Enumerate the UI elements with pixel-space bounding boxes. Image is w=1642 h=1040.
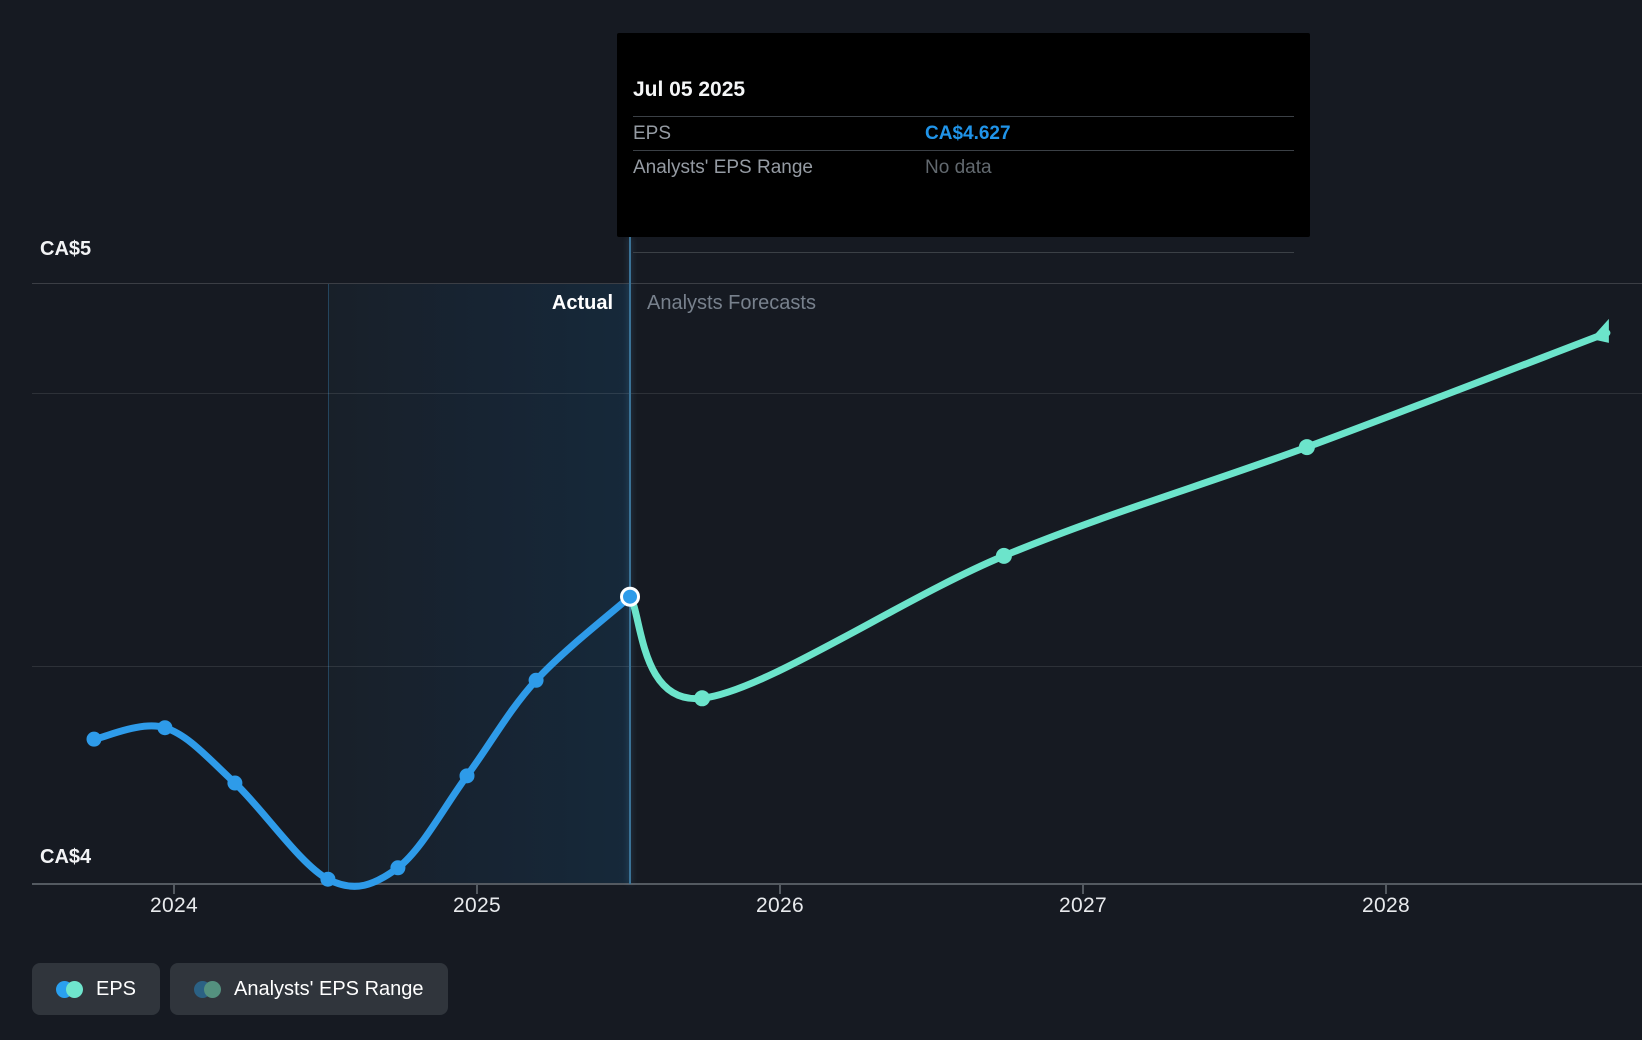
data-point	[528, 672, 544, 688]
x-tick-label-2025: 2025	[453, 894, 501, 917]
tooltip-divider	[633, 116, 1294, 117]
tooltip-eps-label: EPS	[633, 123, 672, 144]
y-axis-label-bottom: CA$4	[40, 846, 92, 868]
legend-label-analysts-eps-range: Analysts' EPS Range	[234, 977, 424, 1000]
x-tick-mark	[1385, 885, 1387, 894]
hovered-data-point	[620, 586, 641, 607]
eps-series-icon	[56, 980, 83, 998]
data-point	[157, 720, 173, 736]
data-point	[86, 731, 102, 747]
data-point	[694, 690, 711, 707]
x-tick-mark	[1082, 885, 1084, 894]
tooltip-date-title: Jul 05 2025	[633, 78, 746, 101]
data-point	[459, 768, 475, 784]
today-divider-line	[629, 237, 631, 884]
legend-label-eps: EPS	[96, 977, 137, 1000]
tooltip-divider	[633, 252, 1294, 253]
tooltip-row-eps: EPS CA$4.627	[633, 117, 1294, 150]
y-axis-label-top: CA$5	[40, 238, 92, 260]
legend: EPS Analysts' EPS Range	[32, 963, 448, 1015]
tooltip-eps-value: CA$4.627	[925, 123, 1011, 144]
x-axis-line	[32, 883, 1642, 885]
x-tick-label-2026: 2026	[756, 894, 804, 917]
x-tick-mark	[779, 885, 781, 894]
gridline	[32, 666, 1642, 667]
actual-period-band	[328, 284, 631, 884]
x-tick-label-2027: 2027	[1059, 894, 1107, 917]
data-point	[1298, 439, 1315, 456]
forecast-line	[626, 329, 1611, 702]
actual-period-label: Actual	[551, 292, 613, 314]
tooltip-range-value: No data	[925, 157, 992, 178]
forecast-end-arrow	[1590, 318, 1609, 343]
gridline	[32, 393, 1642, 394]
x-tick-label-2028: 2028	[1362, 894, 1410, 917]
hover-tooltip: Jul 05 2025 EPS CA$4.627 Analysts' EPS R…	[617, 33, 1310, 253]
eps-line	[90, 593, 634, 890]
data-point	[320, 871, 336, 887]
x-tick-mark	[476, 885, 478, 894]
x-tick-label-2024: 2024	[150, 894, 198, 917]
data-point	[390, 860, 406, 876]
range-high-color-dot	[204, 980, 222, 998]
data-point	[227, 775, 243, 791]
legend-item-eps[interactable]: EPS	[32, 963, 161, 1015]
gridline	[32, 283, 1642, 284]
x-tick-mark	[173, 885, 175, 894]
eps-forecast-color-dot	[66, 980, 83, 998]
range-series-icon	[194, 980, 222, 998]
tooltip-row-range: Analysts' EPS Range No data	[633, 151, 1294, 184]
tooltip-range-label: Analysts' EPS Range	[633, 157, 813, 178]
tooltip-divider	[633, 150, 1294, 151]
legend-item-analysts-eps-range[interactable]: Analysts' EPS Range	[170, 963, 448, 1015]
forecast-period-label: Analysts Forecasts	[647, 292, 816, 314]
data-point	[995, 547, 1012, 564]
